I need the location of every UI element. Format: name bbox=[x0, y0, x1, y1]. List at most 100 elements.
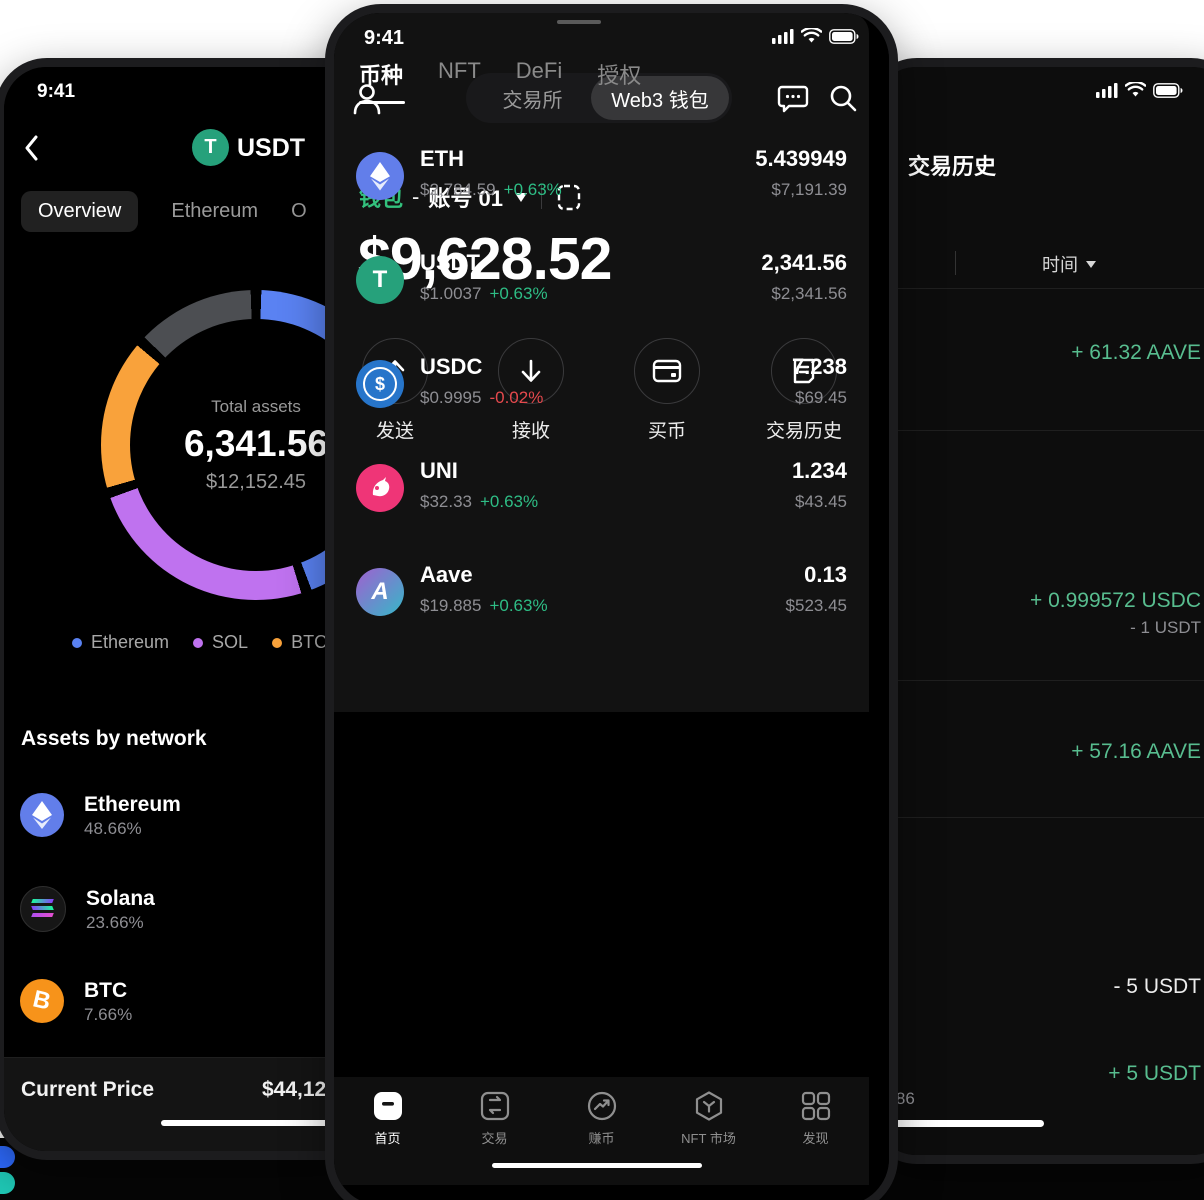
network-row-ethereum[interactable]: Ethereum 48.66% bbox=[20, 789, 320, 841]
scan-icon[interactable] bbox=[556, 182, 582, 212]
grid-icon bbox=[801, 1091, 830, 1121]
wifi-icon bbox=[801, 28, 822, 43]
tx-amount[interactable]: + 57.16 AAVE bbox=[1071, 740, 1201, 763]
nft-hexagon-icon bbox=[695, 1091, 722, 1121]
dash: - bbox=[412, 184, 420, 209]
history-title: 交易历史 bbox=[908, 154, 997, 179]
nav-label: 交易 bbox=[481, 1131, 508, 1146]
row-divider bbox=[874, 817, 1204, 818]
tx-amount[interactable]: + 0.999572 USDC bbox=[1029, 589, 1201, 612]
donut-legend: Ethereum SOL BTC bbox=[72, 632, 327, 653]
left-phone: 9:41 T USDT Overview Ethereum O Total as… bbox=[0, 58, 381, 1160]
drag-handle[interactable] bbox=[557, 20, 601, 24]
nav-nft-market[interactable]: NFT 市场 bbox=[659, 1090, 759, 1147]
solana-icon bbox=[20, 886, 66, 932]
time-filter[interactable]: 时间 bbox=[1042, 251, 1096, 277]
tx-amount[interactable]: + 5 USDT bbox=[1108, 1062, 1201, 1085]
battery-icon bbox=[1153, 82, 1183, 98]
assets-by-network-title: Assets by network bbox=[21, 727, 207, 750]
coin-change: +0.63% bbox=[480, 492, 539, 511]
nav-home[interactable]: 首页 bbox=[338, 1090, 438, 1147]
wallet-phone: 9:41 交易所 . Web3 钱包 bbox=[325, 4, 898, 1200]
time-filter-label: 时间 bbox=[1042, 255, 1078, 275]
coin-symbol: USDT bbox=[420, 250, 480, 275]
tab-overview[interactable]: Overview bbox=[21, 191, 139, 232]
nav-earn[interactable]: 赚币 bbox=[552, 1090, 652, 1147]
eth-icon bbox=[356, 152, 404, 200]
nav-trade[interactable]: 交易 bbox=[445, 1090, 545, 1147]
usdt-glyph: T bbox=[204, 136, 217, 158]
tab-coins[interactable]: 币种 bbox=[359, 58, 406, 104]
home-indicator[interactable] bbox=[161, 1120, 339, 1126]
coin-amount: 5.439949 bbox=[755, 146, 847, 171]
receive-button[interactable]: 接收 bbox=[463, 338, 599, 443]
segment-exchange[interactable]: 交易所 bbox=[502, 89, 563, 112]
arrow-down-icon bbox=[498, 338, 564, 404]
assets-sheet: 币种 NFT DeFi 授权 ETH $2,784.59 +0.63% 5.439… bbox=[334, 13, 869, 712]
nav-discover[interactable]: 发现 bbox=[766, 1090, 866, 1147]
tab-ethereum[interactable]: Ethereum bbox=[171, 200, 259, 222]
status-time: 9:41 bbox=[364, 27, 405, 49]
buy-crypto-button[interactable]: 买币 bbox=[599, 338, 735, 443]
receive-label: 接收 bbox=[511, 421, 550, 442]
home-indicator[interactable] bbox=[492, 1163, 702, 1168]
coin-symbol: ETH bbox=[420, 146, 464, 171]
coin-fiat-value: $69.45 bbox=[795, 388, 847, 407]
coin-symbol: UNI bbox=[420, 458, 458, 483]
bitcoin-icon: B bbox=[20, 979, 64, 1023]
legend-dot-btc bbox=[272, 637, 283, 648]
history-button[interactable]: 交易历史 bbox=[736, 338, 872, 443]
earn-icon bbox=[587, 1091, 616, 1121]
account-name: 账号 01 bbox=[428, 186, 503, 211]
time-caret-icon bbox=[1086, 260, 1096, 268]
tx-amount[interactable]: - 5 USDT bbox=[1113, 975, 1201, 998]
tab-truncated[interactable]: O bbox=[291, 200, 307, 222]
send-label: 发送 bbox=[375, 421, 414, 442]
coin-row-usdt[interactable]: T USDT $1.0037 +0.63% 2,341.56 $2,341.56 bbox=[334, 228, 869, 332]
home-indicator[interactable] bbox=[877, 1120, 1044, 1127]
card-icon bbox=[634, 338, 700, 404]
coin-amount: 2,341.56 bbox=[761, 250, 847, 275]
nav-label: 发现 bbox=[802, 1131, 829, 1146]
coin-row-aave[interactable]: A Aave $19.885 +0.63% 0.13 $523.45 bbox=[334, 540, 869, 644]
chat-icon[interactable] bbox=[776, 81, 810, 115]
left-status-time: 9:41 bbox=[37, 81, 76, 102]
cellular-icon bbox=[772, 29, 794, 44]
account-selector[interactable]: 钱包 - 账号 01 bbox=[359, 181, 582, 213]
coin-symbol: USDC bbox=[420, 354, 483, 379]
left-phone-screen: 9:41 T USDT Overview Ethereum O Total as… bbox=[4, 67, 372, 1151]
current-price-value: $44,12 bbox=[262, 1078, 327, 1101]
coin-change: +0.63% bbox=[503, 180, 562, 199]
accent-bar-teal bbox=[0, 1172, 15, 1194]
tab-approvals[interactable]: 授权 bbox=[597, 63, 642, 88]
coin-row-usdc[interactable]: $ USDC $0.9995 -0.02% 7.238 $69.45 bbox=[334, 332, 869, 436]
search-icon[interactable] bbox=[826, 81, 860, 115]
legend-label: BTC bbox=[291, 632, 328, 652]
bottom-nav: 首页 交易 赚币 NFT 市场 发现 bbox=[334, 1077, 869, 1185]
home-icon bbox=[373, 1092, 402, 1120]
usdc-icon: $ bbox=[356, 360, 404, 408]
network-percent: 7.66% bbox=[84, 1005, 133, 1025]
history-phone: 交易历史 时间 + 61.32 AAVE 0 C + 0.999572 USDC… bbox=[865, 58, 1204, 1164]
coin-fiat-value: $523.45 bbox=[785, 596, 847, 615]
network-percent: 23.66% bbox=[86, 913, 144, 933]
coin-row-uni[interactable]: UNI $32.33 +0.63% 1.234 $43.45 bbox=[334, 436, 869, 540]
coin-fiat-value: $7,191.39 bbox=[771, 180, 847, 199]
wallet-phone-screen: 9:41 交易所 . Web3 钱包 bbox=[334, 13, 889, 1200]
segment-web3-wallet[interactable]: Web3 钱包 bbox=[591, 76, 729, 120]
network-name: Solana bbox=[86, 886, 155, 910]
tab-nft[interactable]: NFT bbox=[438, 58, 481, 83]
nav-label: 赚币 bbox=[588, 1131, 615, 1146]
left-tabs: Overview Ethereum O bbox=[21, 191, 307, 232]
coin-price: $19.885 bbox=[420, 596, 482, 615]
network-row-solana[interactable]: Solana 23.66% bbox=[20, 883, 320, 935]
row-divider bbox=[874, 430, 1204, 431]
network-row-btc[interactable]: B BTC 7.66% bbox=[20, 975, 320, 1027]
tx-amount[interactable]: + 61.32 AAVE bbox=[1071, 341, 1201, 364]
back-chevron-icon[interactable] bbox=[24, 135, 39, 161]
coin-row-eth[interactable]: ETH $2,784.59 +0.63% 5.439949 $7,191.39 bbox=[334, 124, 869, 228]
tab-defi[interactable]: DeFi bbox=[515, 58, 563, 83]
coin-change: +0.63% bbox=[489, 284, 548, 303]
top-segmented-control: 交易所 . Web3 钱包 bbox=[466, 73, 732, 123]
coin-price: $1.0037 bbox=[420, 284, 482, 303]
